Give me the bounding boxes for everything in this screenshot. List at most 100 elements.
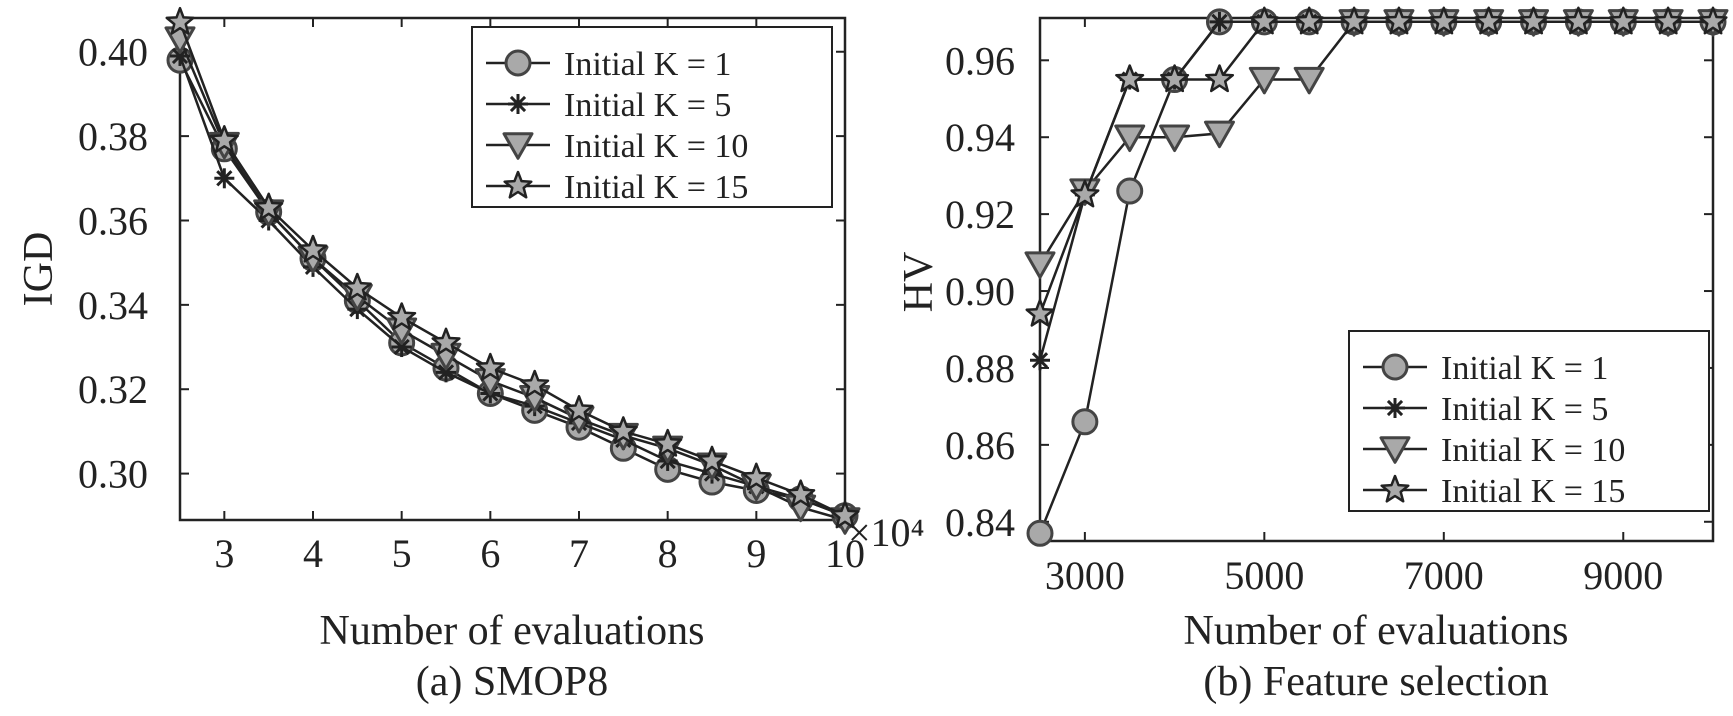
legend-marker-asterisk: [1385, 398, 1405, 418]
panel-b-axes-frame: [1038, 16, 1715, 543]
y-tick-label: 0.32: [78, 367, 148, 412]
data-point-star: [254, 192, 284, 221]
data-point-star: [1204, 64, 1235, 93]
data-point-star: [786, 479, 816, 508]
data-point-star: [697, 445, 727, 474]
y-tick-label: 0.86: [945, 423, 1015, 468]
y-tick-label: 0.90: [945, 269, 1015, 314]
series-line: [178, 55, 846, 517]
data-point-star: [830, 500, 860, 529]
data-point-star: [165, 6, 195, 35]
legend-marker-asterisk: [508, 94, 528, 114]
x-tick-label: 6: [480, 531, 500, 576]
data-point-star: [608, 416, 638, 444]
data-point-star: [520, 369, 550, 398]
panel-b-legend: Initial K = 1 Initial K = 5 Initial K = 10…: [1348, 330, 1710, 512]
panel-a-axes-frame: [178, 16, 847, 522]
x-tick-label: 10: [825, 531, 865, 576]
legend-marker-circle: [1381, 353, 1409, 381]
series-star: [1025, 6, 1728, 327]
legend-label: Initial K = 15: [1441, 473, 1625, 510]
data-point-star: [1384, 6, 1414, 35]
legend-marker-triangle-down: [1379, 436, 1411, 464]
panel-b-caption: (b) Feature selection: [1203, 659, 1548, 705]
y-tick-label: 0.94: [945, 115, 1015, 160]
data-point-triangle-down: [1248, 66, 1280, 95]
x-tick-label: 8: [658, 531, 678, 576]
legend-label: Initial K = 1: [1441, 350, 1608, 387]
y-tick-label: 0.84: [945, 500, 1015, 545]
data-point-triangle-down: [1293, 66, 1325, 95]
series-star: [165, 6, 860, 529]
x-tick-label: 3: [214, 531, 234, 576]
y-tick-label: 0.38: [78, 114, 148, 159]
data-point-star: [1249, 6, 1279, 35]
legend-item: Initial K = 5: [1363, 391, 1608, 428]
legend-item: Initial K = 1: [486, 46, 731, 83]
data-point-star: [1518, 6, 1549, 35]
data-point-star: [1115, 64, 1145, 93]
panel-a-ylabel: IGD: [16, 232, 62, 307]
data-point-circle: [1026, 519, 1054, 547]
legend-item: Initial K = 15: [486, 169, 748, 206]
data-point-circle: [1071, 408, 1099, 436]
data-point-star: [298, 234, 328, 263]
legend-item: Initial K = 10: [1363, 432, 1625, 469]
data-point-star: [1294, 6, 1324, 35]
legend-label: Initial K = 10: [1441, 432, 1625, 469]
data-point-star: [1339, 6, 1369, 35]
x-tick-label: 9000: [1583, 553, 1663, 598]
legend-item: Initial K = 10: [486, 128, 748, 165]
data-point-star: [475, 352, 505, 381]
legend-label: Initial K = 1: [564, 46, 731, 83]
legend-marker-star: [1380, 474, 1410, 503]
y-tick-label: 0.92: [945, 192, 1015, 237]
panel-a-xlabel: Number of evaluations: [320, 608, 705, 654]
data-point-star: [1070, 179, 1100, 208]
legend-label: Initial K = 15: [564, 169, 748, 206]
x-tick-label: 9: [746, 531, 766, 576]
data-point-star: [1698, 6, 1728, 35]
data-point-asterisk: [1030, 350, 1050, 371]
legend-item: Initial K = 5: [486, 87, 731, 124]
data-point-star: [1160, 64, 1190, 93]
data-point-triangle-down: [1114, 124, 1146, 153]
panel-b-series: [1024, 6, 1729, 547]
legend-box: [471, 26, 833, 208]
y-tick-label: 0.30: [78, 452, 148, 497]
panel-a-legend: Initial K = 1 Initial K = 5 Initial K = 10…: [471, 26, 833, 208]
data-point-star: [1608, 6, 1638, 35]
panel-a-ticks: 3 4 5 6 7 8 9 10 0.30 0.32 0.34 0.36 0.38 0.40: [78, 18, 865, 576]
x-tick-label: 7000: [1404, 553, 1484, 598]
legend-label: Initial K = 5: [1441, 391, 1608, 428]
y-tick-label: 0.40: [78, 30, 148, 75]
x-tick-label: 7: [569, 531, 589, 576]
data-point-star: [741, 462, 771, 491]
series-line: [1038, 20, 1713, 315]
panel-a-x-multiplier: ×10⁴: [848, 510, 925, 555]
panel-b-ylabel: HV: [896, 252, 942, 313]
legend-label: Initial K = 5: [564, 87, 731, 124]
data-point-asterisk: [214, 168, 235, 189]
data-point-star: [387, 302, 417, 331]
legend-marker-triangle-down: [502, 132, 534, 160]
panel-a-smop8: 3 4 5 6 7 8 9 10 0.30 0.32 0.34 0.36 0.38 0.40 Number…: [16, 6, 925, 705]
legend-item: Initial K = 15: [1363, 473, 1625, 510]
data-point-circle: [1116, 177, 1144, 205]
data-point-triangle-down: [1024, 251, 1056, 279]
data-point-star: [564, 395, 594, 423]
data-point-star: [209, 125, 239, 153]
data-point-star: [342, 272, 372, 301]
data-point-triangle-down: [1203, 120, 1235, 149]
x-tick-label: 5000: [1224, 553, 1304, 598]
x-tick-label: 3000: [1045, 553, 1125, 598]
data-point-star: [1474, 6, 1504, 35]
data-point-star: [653, 428, 683, 457]
data-point-star: [1429, 6, 1459, 35]
y-tick-label: 0.34: [78, 283, 148, 328]
panel-b-feature-selection: 3000 5000 7000 9000 0.84 0.86 0.88 0.90 0.92 0.94…: [896, 6, 1729, 705]
data-point-asterisk: [436, 362, 456, 383]
series-line: [178, 38, 846, 522]
x-tick-label: 5: [392, 531, 412, 576]
